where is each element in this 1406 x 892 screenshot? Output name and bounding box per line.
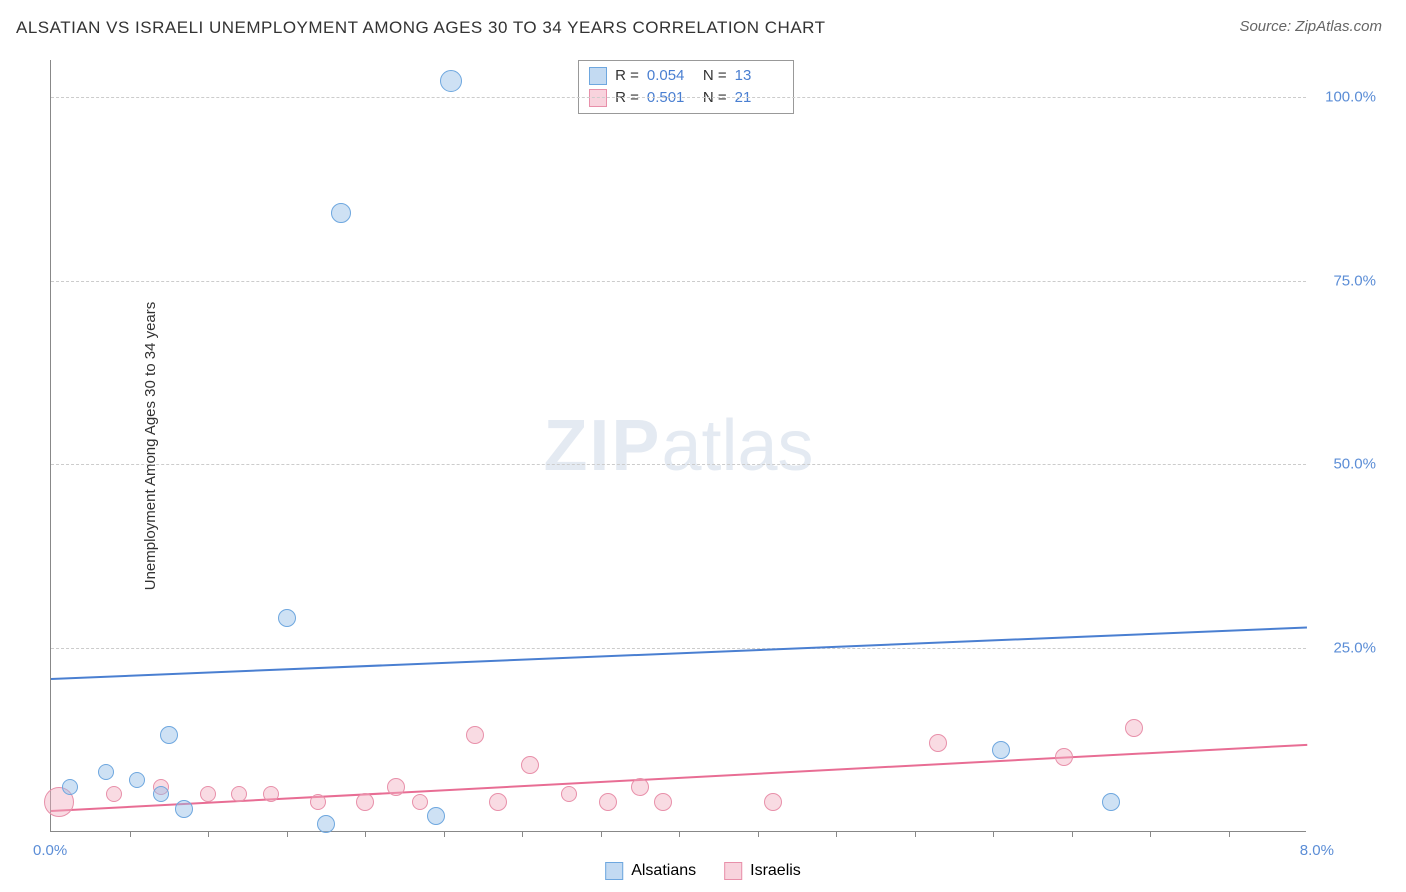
legend-swatch xyxy=(605,862,623,880)
legend-stats-row: R = 0.501 N = 21 xyxy=(589,87,783,109)
data-point xyxy=(440,70,462,92)
y-tick-label: 50.0% xyxy=(1333,456,1376,473)
data-point xyxy=(153,786,169,802)
data-point xyxy=(654,793,672,811)
legend-label: Israelis xyxy=(750,862,801,880)
legend-label: Alsatians xyxy=(631,862,696,880)
data-point xyxy=(310,794,326,810)
chart-title: ALSATIAN VS ISRAELI UNEMPLOYMENT AMONG A… xyxy=(16,18,826,38)
data-point xyxy=(278,609,296,627)
data-point xyxy=(1125,719,1143,737)
watermark-atlas: atlas xyxy=(661,406,813,486)
data-point xyxy=(62,779,78,795)
n-label: N = xyxy=(703,65,727,87)
r-label: R = xyxy=(615,65,639,87)
legend-swatch xyxy=(589,67,607,85)
x-tick xyxy=(993,831,994,837)
y-tick-label: 100.0% xyxy=(1325,88,1376,105)
data-point xyxy=(200,786,216,802)
x-tick xyxy=(1150,831,1151,837)
data-point xyxy=(317,815,335,833)
data-point xyxy=(331,203,351,223)
data-point xyxy=(561,786,577,802)
plot-area: ZIPatlas R =0.054N =13R =0.501N =21 0.0%… xyxy=(50,60,1306,832)
r-value: 0.054 xyxy=(647,65,695,87)
x-tick xyxy=(836,831,837,837)
x-tick xyxy=(1229,831,1230,837)
n-value: 21 xyxy=(735,87,783,109)
data-point xyxy=(489,793,507,811)
data-point xyxy=(160,726,178,744)
x-tick xyxy=(444,831,445,837)
x-axis-min-label: 0.0% xyxy=(33,842,67,859)
legend-swatch xyxy=(724,862,742,880)
data-point xyxy=(412,794,428,810)
data-point xyxy=(764,793,782,811)
data-point xyxy=(521,756,539,774)
x-tick xyxy=(130,831,131,837)
y-tick-label: 25.0% xyxy=(1333,640,1376,657)
data-point xyxy=(175,800,193,818)
r-label: R = xyxy=(615,87,639,109)
n-value: 13 xyxy=(735,65,783,87)
data-point xyxy=(387,778,405,796)
data-point xyxy=(427,807,445,825)
data-point xyxy=(1055,748,1073,766)
data-point xyxy=(129,772,145,788)
series-legend: Alsatians Israelis xyxy=(605,862,801,880)
data-point xyxy=(992,741,1010,759)
x-tick xyxy=(287,831,288,837)
x-tick xyxy=(365,831,366,837)
data-point xyxy=(599,793,617,811)
data-point xyxy=(98,764,114,780)
gridline xyxy=(51,648,1306,649)
y-tick-label: 75.0% xyxy=(1333,272,1376,289)
x-tick xyxy=(601,831,602,837)
data-point xyxy=(1102,793,1120,811)
x-axis-max-label: 8.0% xyxy=(1300,842,1334,859)
data-point xyxy=(631,778,649,796)
r-value: 0.501 xyxy=(647,87,695,109)
watermark: ZIPatlas xyxy=(543,405,813,487)
x-tick xyxy=(208,831,209,837)
x-tick xyxy=(522,831,523,837)
x-tick xyxy=(758,831,759,837)
source-attribution: Source: ZipAtlas.com xyxy=(1239,18,1382,35)
legend-stats-row: R = 0.054 N = 13 xyxy=(589,65,783,87)
data-point xyxy=(231,786,247,802)
x-tick xyxy=(679,831,680,837)
trend-line xyxy=(51,626,1307,679)
data-point xyxy=(106,786,122,802)
n-label: N = xyxy=(703,87,727,109)
gridline xyxy=(51,464,1306,465)
data-point xyxy=(356,793,374,811)
legend-swatch xyxy=(589,89,607,107)
gridline xyxy=(51,281,1306,282)
x-tick xyxy=(915,831,916,837)
gridline xyxy=(51,97,1306,98)
legend-stats-box: R = 0.054 N = 13 R = 0.501 N = 21 xyxy=(578,60,794,114)
watermark-zip: ZIP xyxy=(543,406,661,486)
legend-item: Alsatians xyxy=(605,862,696,880)
x-tick xyxy=(1072,831,1073,837)
data-point xyxy=(263,786,279,802)
data-point xyxy=(929,734,947,752)
legend-item: Israelis xyxy=(724,862,801,880)
data-point xyxy=(466,726,484,744)
